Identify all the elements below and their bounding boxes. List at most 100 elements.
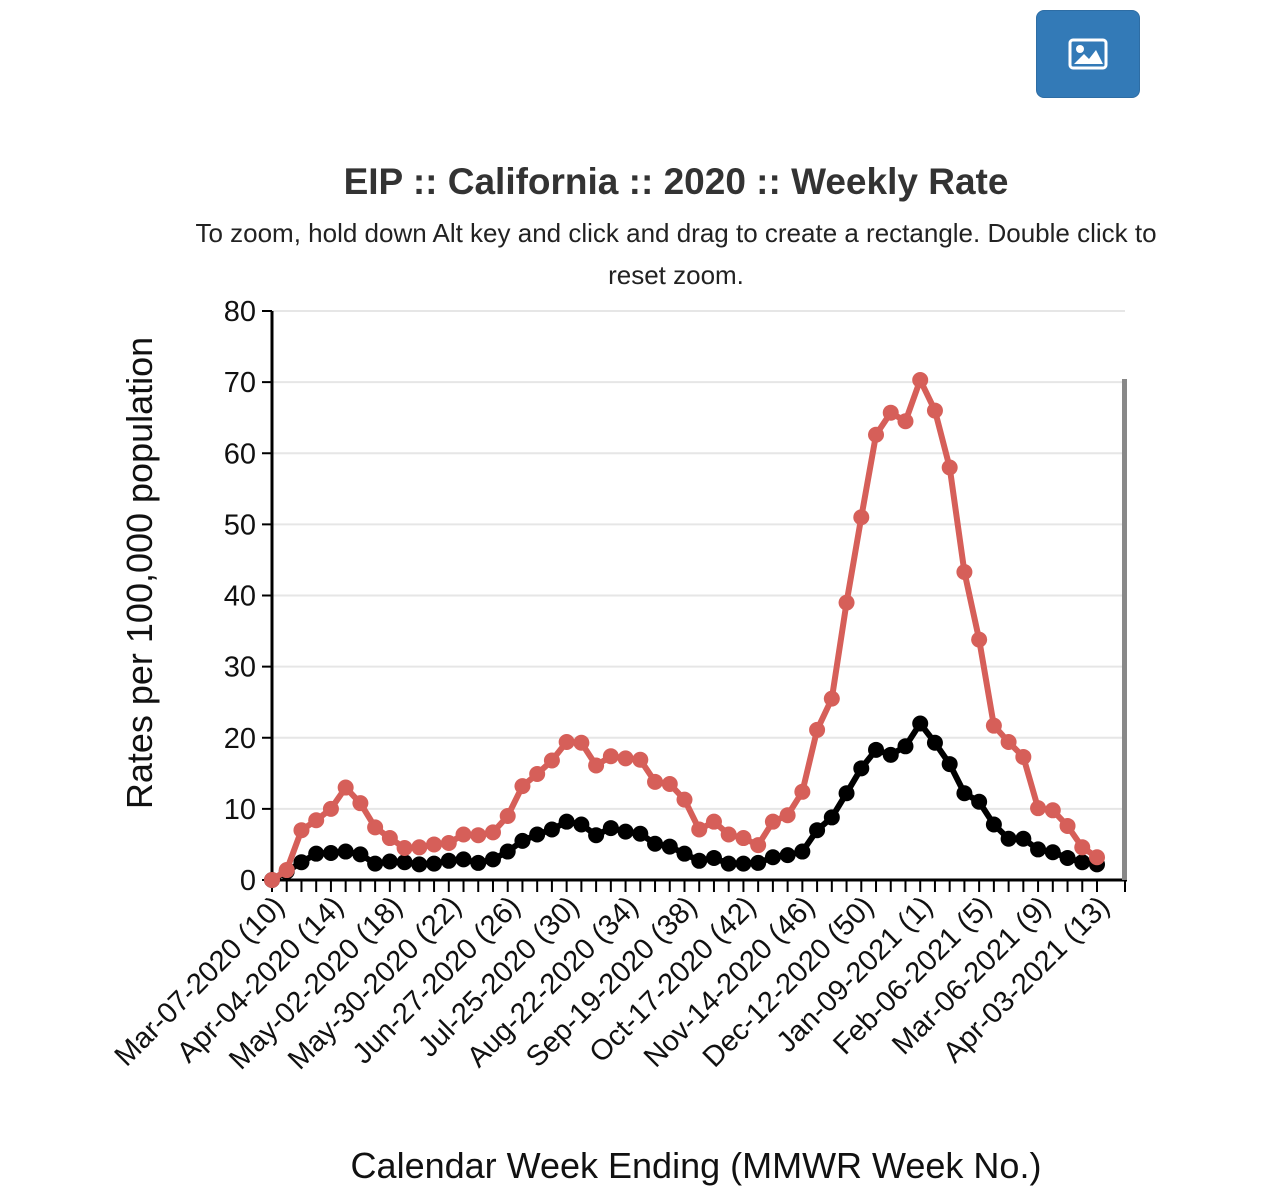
series-1-point xyxy=(322,844,339,861)
series-1-point xyxy=(661,838,678,855)
series-1-point xyxy=(367,855,384,872)
series-1-point xyxy=(396,854,413,871)
series-0-point xyxy=(278,862,295,879)
series-0-point xyxy=(440,835,457,852)
series-1-point xyxy=(308,845,325,862)
series-0-point xyxy=(705,813,722,830)
series-0-point xyxy=(853,509,870,526)
series-0-point xyxy=(602,748,619,765)
series-0-point xyxy=(1015,748,1032,765)
series-0-point xyxy=(661,775,678,792)
series-0-point xyxy=(897,413,914,430)
series-1-point xyxy=(543,821,560,838)
series-1-point xyxy=(926,734,943,751)
series-0-point xyxy=(941,459,958,476)
series-1-point xyxy=(293,854,310,871)
series-0-point xyxy=(794,783,811,800)
y-tick-label: 10 xyxy=(224,794,256,826)
export-image-button[interactable] xyxy=(1036,10,1140,98)
series-0-point xyxy=(352,795,369,812)
series-0-point xyxy=(322,800,339,817)
series-0-point xyxy=(779,807,796,824)
series-group xyxy=(264,371,1105,888)
series-1-point xyxy=(882,746,899,763)
series-1-point xyxy=(455,851,472,868)
series-0-point xyxy=(367,819,384,836)
series-0-point xyxy=(308,812,325,829)
series-0-point xyxy=(293,822,310,839)
series-1-point xyxy=(470,854,487,871)
series-0-point xyxy=(956,564,973,581)
y-axis: 0 10 20 30 40 50 60 70 80 xyxy=(224,296,274,897)
series-1-point xyxy=(868,741,885,758)
series-1-point xyxy=(602,820,619,837)
series-0-point xyxy=(632,751,649,768)
y-axis-title: Rates per 100,000 population xyxy=(119,337,160,809)
series-1-point xyxy=(411,856,428,873)
y-tick-label: 80 xyxy=(224,296,256,328)
series-0-point xyxy=(381,830,398,847)
series-1-point xyxy=(1074,854,1091,871)
series-1-point xyxy=(499,843,516,860)
series-0-point xyxy=(543,752,560,769)
series-0-point xyxy=(1044,802,1061,819)
series-0-point xyxy=(971,631,988,648)
series-0-point xyxy=(514,778,531,795)
series-0-point xyxy=(337,779,354,796)
series-1-point xyxy=(985,816,1002,833)
series-1-point xyxy=(971,793,988,810)
series-0-point xyxy=(720,826,737,843)
series-0-point xyxy=(499,807,516,824)
series-0-point xyxy=(264,872,280,888)
series-0-point xyxy=(617,750,634,767)
series-1-point xyxy=(617,823,634,840)
x-axis: Mar-07-2020 (10)Apr-04-2020 (14)May-02-2… xyxy=(109,878,1127,1076)
series-1-point xyxy=(735,855,752,872)
series-0-point xyxy=(823,690,840,707)
series-1-point xyxy=(381,853,398,870)
series-0-point xyxy=(558,734,575,751)
series-0-point xyxy=(838,594,855,611)
gridlines xyxy=(272,310,1125,810)
series-0-point xyxy=(676,791,693,808)
series-1-point xyxy=(720,855,737,872)
series-1-point xyxy=(809,822,826,839)
series-1-point xyxy=(588,827,605,844)
series-0-point xyxy=(411,839,428,856)
series-1-point xyxy=(647,835,664,852)
series-0-point xyxy=(735,830,752,847)
series-1-point xyxy=(691,852,708,869)
series-0-point xyxy=(1089,849,1105,866)
series-0-point xyxy=(1074,839,1091,856)
series-0-point xyxy=(484,824,501,841)
series-1-point xyxy=(956,785,973,802)
series-1-point xyxy=(573,816,590,833)
series-1-point xyxy=(558,813,575,830)
chart-subtitle-line1: To zoom, hold down Alt key and click and… xyxy=(195,218,1156,248)
y-tick-label: 60 xyxy=(224,438,256,470)
series-1-point xyxy=(705,849,722,866)
series-0-point xyxy=(691,821,708,838)
series-0-point xyxy=(912,371,929,388)
y-tick-label: 70 xyxy=(224,367,256,399)
series-0-point xyxy=(764,813,781,830)
series-0-point xyxy=(470,827,487,844)
series-1-point xyxy=(632,825,649,842)
series-1-point xyxy=(352,846,369,863)
series-1-point xyxy=(764,849,781,866)
series-1-point xyxy=(794,843,811,860)
chart-subtitle-line2: reset zoom. xyxy=(608,260,744,290)
series-0-point xyxy=(573,734,590,751)
series-1-point xyxy=(1015,830,1032,847)
series-0-point xyxy=(647,773,664,790)
zoom-range-handle[interactable] xyxy=(1122,379,1127,880)
series-0-point xyxy=(750,837,767,854)
series-1-point xyxy=(1044,844,1061,861)
series-1-point xyxy=(529,826,546,843)
series-1-point xyxy=(838,785,855,802)
series-0-point xyxy=(1030,800,1047,817)
series-0-point xyxy=(1000,734,1017,751)
series-1-point xyxy=(750,854,767,871)
x-axis-title: Calendar Week Ending (MMWR Week No.) xyxy=(351,1145,1042,1186)
